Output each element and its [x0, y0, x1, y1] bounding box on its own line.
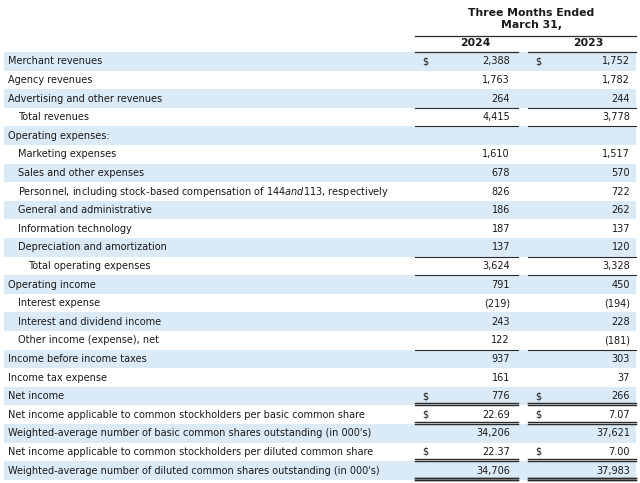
Text: Advertising and other revenues: Advertising and other revenues: [8, 94, 162, 103]
Text: 37,621: 37,621: [596, 428, 630, 438]
Text: 1,517: 1,517: [602, 149, 630, 159]
Text: 450: 450: [611, 280, 630, 289]
Bar: [4, 387, 636, 405]
Text: Other income (expense), net: Other income (expense), net: [18, 335, 159, 345]
Text: 826: 826: [492, 186, 510, 197]
Text: 791: 791: [492, 280, 510, 289]
Text: 243: 243: [492, 317, 510, 327]
Text: Merchant revenues: Merchant revenues: [8, 57, 102, 66]
Text: $: $: [535, 391, 541, 401]
Text: 2,388: 2,388: [483, 57, 510, 66]
Text: Depreciation and amortization: Depreciation and amortization: [18, 242, 167, 252]
Text: Operating expenses:: Operating expenses:: [8, 131, 109, 141]
Text: 137: 137: [611, 224, 630, 234]
Text: $: $: [535, 447, 541, 457]
Text: Agency revenues: Agency revenues: [8, 75, 92, 85]
Text: Information technology: Information technology: [18, 224, 132, 234]
Text: Net income applicable to common stockholders per diluted common share: Net income applicable to common stockhol…: [8, 447, 373, 457]
Text: 1,752: 1,752: [602, 57, 630, 66]
Text: Income tax expense: Income tax expense: [8, 372, 107, 383]
Text: Total revenues: Total revenues: [18, 112, 89, 122]
Text: $: $: [422, 410, 428, 420]
Text: 2023: 2023: [573, 38, 603, 48]
Bar: [4, 201, 636, 219]
Text: $: $: [422, 391, 428, 401]
Text: 34,706: 34,706: [476, 466, 510, 475]
Text: Personnel, including stock-based compensation of $144 and $113, respectively: Personnel, including stock-based compens…: [18, 185, 389, 199]
Text: 1,763: 1,763: [483, 75, 510, 85]
Text: 186: 186: [492, 205, 510, 215]
Bar: [4, 275, 636, 294]
Text: 137: 137: [492, 242, 510, 252]
Bar: [4, 52, 636, 71]
Text: Income before income taxes: Income before income taxes: [8, 354, 147, 364]
Text: General and administrative: General and administrative: [18, 205, 152, 215]
Bar: [4, 89, 636, 108]
Text: 3,778: 3,778: [602, 112, 630, 122]
Text: 937: 937: [492, 354, 510, 364]
Text: (181): (181): [604, 335, 630, 345]
Text: 1,610: 1,610: [483, 149, 510, 159]
Text: 34,206: 34,206: [476, 428, 510, 438]
Text: 722: 722: [611, 186, 630, 197]
Text: 228: 228: [611, 317, 630, 327]
Text: 264: 264: [492, 94, 510, 103]
Text: Weighted-average number of diluted common shares outstanding (in 000's): Weighted-average number of diluted commo…: [8, 466, 380, 475]
Text: 266: 266: [611, 391, 630, 401]
Text: 7.07: 7.07: [609, 410, 630, 420]
Text: 2024: 2024: [460, 38, 490, 48]
Text: 37,983: 37,983: [596, 466, 630, 475]
Bar: [4, 313, 636, 331]
Text: 22.37: 22.37: [482, 447, 510, 457]
Bar: [4, 424, 636, 442]
Text: 161: 161: [492, 372, 510, 383]
Bar: [4, 350, 636, 368]
Text: Total operating expenses: Total operating expenses: [28, 261, 150, 271]
Bar: [4, 461, 636, 480]
Text: 262: 262: [611, 205, 630, 215]
Text: Operating income: Operating income: [8, 280, 96, 289]
Text: 678: 678: [492, 168, 510, 178]
Text: Sales and other expenses: Sales and other expenses: [18, 168, 144, 178]
Text: 122: 122: [492, 335, 510, 345]
Bar: [4, 127, 636, 145]
Text: $: $: [422, 447, 428, 457]
Text: 303: 303: [612, 354, 630, 364]
Bar: [4, 164, 636, 182]
Text: Interest expense: Interest expense: [18, 298, 100, 308]
Text: Weighted-average number of basic common shares outstanding (in 000's): Weighted-average number of basic common …: [8, 428, 371, 438]
Text: 187: 187: [492, 224, 510, 234]
Text: (194): (194): [604, 298, 630, 308]
Text: 244: 244: [611, 94, 630, 103]
Text: Net income: Net income: [8, 391, 64, 401]
Text: 37: 37: [618, 372, 630, 383]
Text: 1,782: 1,782: [602, 75, 630, 85]
Text: (219): (219): [484, 298, 510, 308]
Text: $: $: [535, 57, 541, 66]
Text: 4,415: 4,415: [483, 112, 510, 122]
Text: 3,328: 3,328: [602, 261, 630, 271]
Text: 3,624: 3,624: [483, 261, 510, 271]
Text: Three Months Ended
March 31,: Three Months Ended March 31,: [468, 8, 595, 30]
Text: $: $: [422, 57, 428, 66]
Text: 22.69: 22.69: [483, 410, 510, 420]
Text: $: $: [535, 410, 541, 420]
Bar: [4, 238, 636, 256]
Text: 7.00: 7.00: [609, 447, 630, 457]
Text: 570: 570: [611, 168, 630, 178]
Text: Net income applicable to common stockholders per basic common share: Net income applicable to common stockhol…: [8, 410, 365, 420]
Text: 120: 120: [611, 242, 630, 252]
Text: Interest and dividend income: Interest and dividend income: [18, 317, 161, 327]
Text: Marketing expenses: Marketing expenses: [18, 149, 116, 159]
Text: 776: 776: [492, 391, 510, 401]
